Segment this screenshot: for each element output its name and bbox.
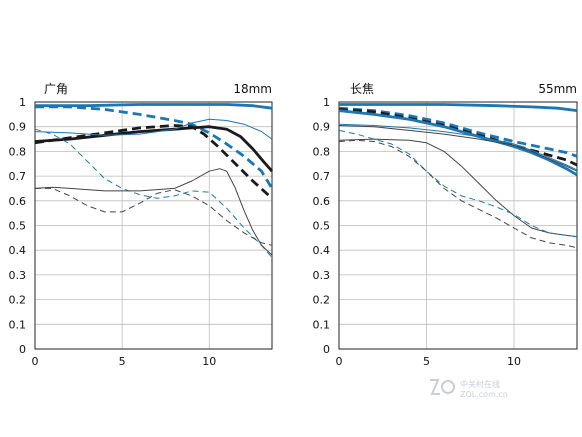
y-tick-label: 0.8: [9, 145, 27, 158]
watermark: 中关村在线 ZOL.com.cn: [430, 379, 508, 399]
x-tick-label: 0: [32, 355, 39, 368]
y-tick-label: 0: [323, 343, 330, 356]
y-tick-label: 0.6: [9, 195, 27, 208]
series-line: [339, 103, 578, 112]
series-line: [338, 129, 578, 238]
y-tick-label: 0.8: [313, 145, 331, 158]
series-line: [35, 103, 273, 110]
y-tick-label: 0.1: [9, 318, 27, 331]
chart-subtitle: 55mm: [538, 82, 577, 96]
y-tick-label: 0.4: [9, 244, 27, 257]
x-tick-label: 10: [507, 355, 521, 368]
series-line: [338, 123, 578, 171]
series-line: [34, 168, 273, 256]
series-line: [34, 125, 274, 173]
x-tick-label: 5: [119, 355, 126, 368]
y-tick-label: 0.9: [9, 121, 27, 134]
y-tick-label: 0.5: [313, 220, 331, 233]
series-line: [35, 187, 273, 246]
y-tick-label: 0.1: [313, 318, 331, 331]
series-line: [338, 139, 578, 249]
x-tick-label: 0: [336, 355, 343, 368]
series-line: [34, 118, 273, 140]
y-tick-label: 1: [19, 96, 26, 109]
y-tick-label: 1: [323, 96, 330, 109]
zol-logo-icon: [430, 379, 455, 395]
series-line: [338, 138, 578, 238]
series-line: [34, 124, 273, 200]
x-tick-label: 10: [202, 355, 216, 368]
plot-frame: [338, 101, 578, 350]
y-tick-label: 0.6: [313, 195, 331, 208]
plot-frame: [34, 101, 273, 350]
chart-title: 广角: [44, 82, 68, 96]
series-line: [338, 109, 578, 177]
series-line: [338, 125, 578, 172]
watermark-brand: 中关村在线: [460, 379, 500, 389]
y-tick-label: 0.4: [313, 244, 331, 257]
y-tick-label: 0: [19, 343, 26, 356]
chart-telephoto: 长焦 55mm 00.10.20.30.40.50.60.70.80.910 5 1…: [313, 82, 578, 368]
y-tick-label: 0.7: [313, 170, 331, 183]
y-tick-label: 0.3: [313, 269, 331, 282]
y-tick-label: 0.9: [313, 121, 331, 134]
chart-wide-angle: 广角 18mm 00.10.20.30.40.50.60.70.80.910 5 1…: [9, 82, 274, 368]
x-tick-label: 5: [423, 355, 430, 368]
y-tick-label: 0.2: [9, 294, 27, 307]
series-line: [35, 105, 274, 190]
chart-title: 长焦: [350, 82, 374, 96]
series-line: [34, 128, 273, 258]
y-tick-label: 0.3: [9, 269, 27, 282]
series-line: [338, 106, 578, 158]
y-tick-label: 0.5: [9, 220, 27, 233]
chart-subtitle: 18mm: [233, 82, 272, 96]
y-tick-label: 0.2: [313, 294, 331, 307]
watermark-domain: ZOL.com.cn: [460, 390, 508, 399]
y-tick-label: 0.7: [9, 170, 27, 183]
